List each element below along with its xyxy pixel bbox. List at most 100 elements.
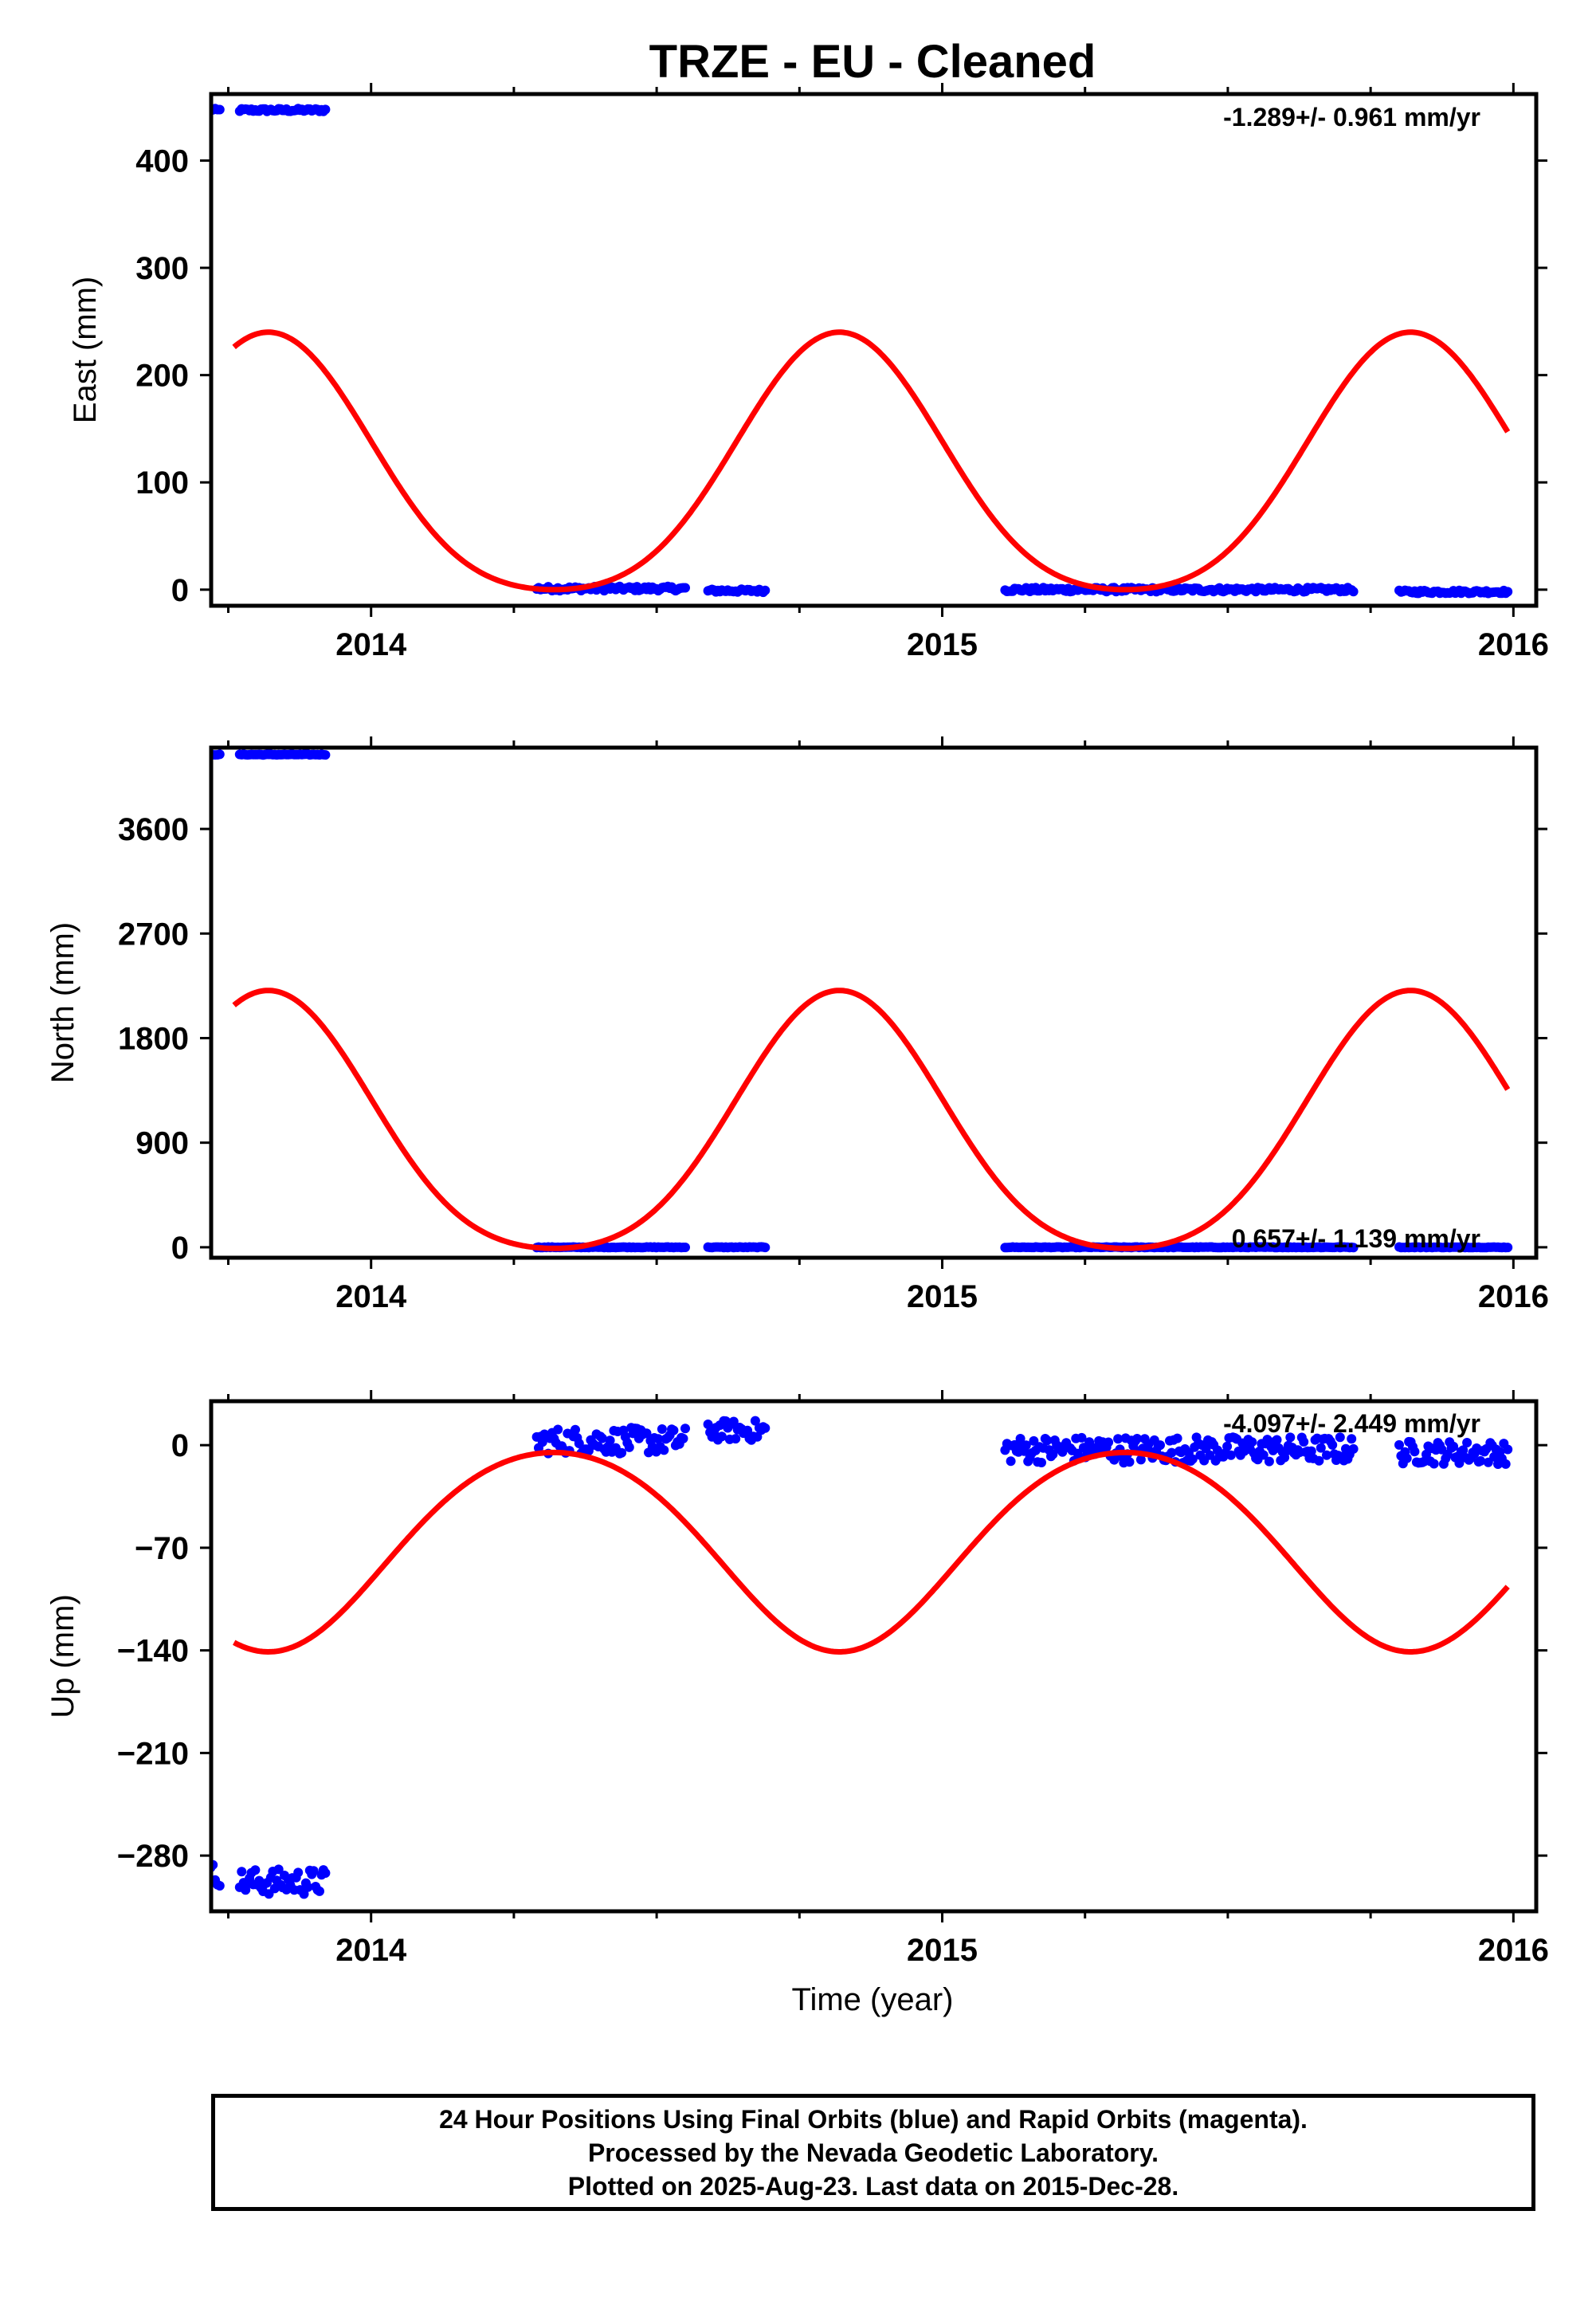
data-point (1503, 587, 1513, 597)
data-point (320, 1868, 331, 1878)
data-point (1322, 1450, 1331, 1460)
data-point (320, 104, 331, 115)
model-curve (232, 988, 1511, 1251)
data-point (1503, 1243, 1513, 1253)
y-axis-label: North (mm) (45, 922, 80, 1083)
data-point (1264, 1456, 1274, 1467)
data-point (1394, 1439, 1404, 1450)
data-point (653, 1434, 664, 1444)
model-curve (232, 329, 1511, 593)
figure-title: TRZE - EU - Cleaned (649, 36, 1096, 88)
data-point (1104, 1437, 1114, 1447)
data-point (214, 104, 225, 115)
footer-line-1: 24 Hour Positions Using Final Orbits (bl… (439, 2104, 1308, 2134)
data-point (1402, 1453, 1412, 1463)
data-point (308, 1866, 319, 1876)
data-point (571, 1424, 580, 1435)
data-point (1285, 1432, 1296, 1443)
data-point (1299, 1437, 1309, 1447)
panel-east: 2014 2015 2016 0 100 200 300 400 East (mm) -1.289… (68, 83, 1549, 662)
data-point (659, 1445, 669, 1455)
y-tick-label: 0 (171, 573, 189, 608)
data-point (1335, 1432, 1345, 1443)
x-tick-label: 2016 (1478, 627, 1549, 662)
data-point (678, 1433, 688, 1443)
data-point (214, 1881, 225, 1891)
y-tick-label: −70 (135, 1531, 189, 1566)
data-point (1135, 1455, 1146, 1465)
data-point (1272, 1435, 1282, 1445)
data-point (320, 750, 331, 760)
data-point (1247, 1437, 1257, 1447)
panel-data-layer (211, 1416, 1513, 1899)
data-point (641, 1428, 652, 1439)
data-point (760, 585, 771, 595)
x-tick-label: 2014 (335, 627, 407, 662)
data-point (680, 1424, 690, 1434)
data-point (1348, 587, 1359, 597)
x-tick-label: 2016 (1478, 1933, 1549, 1968)
y-tick-label: 0 (171, 1231, 189, 1266)
data-point (728, 1416, 739, 1427)
data-point (1327, 1439, 1338, 1450)
data-point (1015, 1434, 1025, 1443)
data-point (1348, 1243, 1359, 1253)
data-point (1042, 1435, 1053, 1446)
data-point (250, 1865, 261, 1875)
y-tick-label: 1800 (118, 1021, 189, 1056)
data-point (1348, 1443, 1359, 1454)
data-point (703, 1420, 713, 1429)
y-tick-label: 3600 (118, 812, 189, 847)
panel-frame (209, 745, 1539, 1260)
y-tick-label: 400 (135, 143, 189, 179)
data-point (1258, 1450, 1269, 1460)
x-tick-label: 2015 (907, 1279, 978, 1314)
model-curve (233, 1449, 1510, 1655)
data-point (657, 1424, 667, 1434)
y-tick-label: 2700 (118, 917, 189, 952)
data-point (1458, 1445, 1469, 1455)
data-point (1155, 1440, 1165, 1451)
data-point (1006, 1456, 1016, 1467)
data-point (750, 1416, 760, 1426)
y-tick-label: −280 (117, 1839, 189, 1874)
y-axis-label: East (mm) (68, 277, 103, 423)
data-point (1132, 1434, 1143, 1443)
x-tick-label: 2016 (1478, 1279, 1549, 1314)
data-point (1476, 1455, 1486, 1466)
x-tick-label: 2015 (907, 627, 978, 662)
panel-data-layer (211, 104, 1513, 599)
footer-line-3: Plotted on 2025-Aug-23. Last data on 201… (567, 2171, 1179, 2201)
x-tick-label: 2014 (335, 1933, 407, 1968)
panel-north: 2014 2015 2016 0 900 1800 2700 3600 North (mm) 0.… (45, 736, 1549, 1314)
data-point (624, 1442, 634, 1452)
data-point (680, 1243, 690, 1252)
data-point (315, 1886, 324, 1896)
y-tick-label: 300 (135, 251, 189, 286)
data-point (1500, 1459, 1511, 1469)
data-point (597, 1433, 607, 1443)
data-point (293, 1867, 304, 1878)
data-point (1462, 1438, 1472, 1447)
y-tick-label: −210 (117, 1736, 189, 1771)
rate-annotation: -4.097+/- 2.449 mm/yr (1223, 1409, 1480, 1438)
data-point (731, 1434, 741, 1444)
x-tick-label: 2015 (907, 1933, 978, 1968)
y-tick-label: −140 (117, 1634, 189, 1669)
data-point (760, 1243, 771, 1253)
data-point (1347, 1434, 1357, 1444)
data-point (680, 583, 690, 593)
data-point (1316, 1443, 1326, 1453)
data-point (1449, 1441, 1459, 1451)
y-tick-label: 200 (135, 359, 189, 394)
data-point (1314, 1455, 1324, 1466)
data-point (553, 1424, 563, 1435)
data-point (1113, 1434, 1123, 1444)
data-point (1306, 1446, 1316, 1456)
y-tick-label: 100 (135, 465, 189, 501)
data-point (605, 1435, 615, 1446)
data-point (1076, 1432, 1087, 1443)
rate-annotation: 0.657+/- 1.139 mm/yr (1232, 1224, 1480, 1253)
footer-line-2: Processed by the Nevada Geodetic Laborat… (587, 2138, 1159, 2167)
